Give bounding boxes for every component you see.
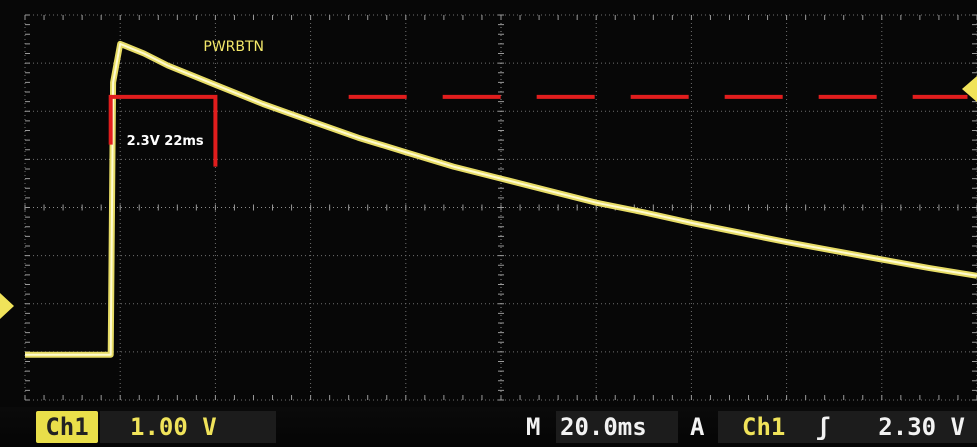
graticule-ticks [24, 14, 977, 401]
timebase-readout: 20.0ms [556, 411, 678, 443]
measurement-annotation: 2.3V 22ms [127, 134, 204, 149]
waveform-trace [25, 40, 977, 358]
trigger-readout: Ch1 ʃ 2.30 V [718, 411, 977, 443]
waveform-plot: PWRBTN 2.3V 22ms [0, 14, 977, 401]
trace-line-core [25, 42, 977, 356]
timebase-prefix: M [526, 413, 541, 441]
ground-level-marker-icon [0, 293, 14, 319]
rising-edge-icon: ʃ [816, 413, 831, 441]
status-bar: Ch1 1.00 V M 20.0ms A Ch1 ʃ 2.30 V [0, 407, 977, 447]
trigger-mode-readout: A [690, 413, 705, 441]
series-label-pwrbtn: PWRBTN [203, 39, 264, 55]
trigger-source: Ch1 [742, 413, 786, 441]
trigger-level-marker-icon [962, 76, 977, 102]
annotation-layer: PWRBTN 2.3V 22ms [108, 39, 968, 167]
channel-badge[interactable]: Ch1 [36, 411, 98, 443]
vertical-scale-readout: 1.00 V [100, 411, 276, 443]
timing-bracket [108, 94, 218, 167]
trigger-level-readout: 2.30 V [878, 413, 965, 441]
